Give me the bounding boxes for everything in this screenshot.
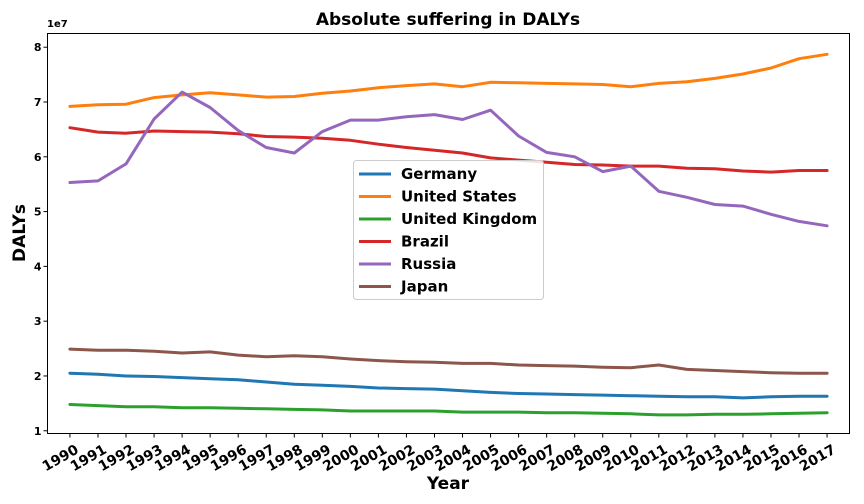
legend-label: Germany — [401, 165, 477, 183]
y-tick-label: 8 — [34, 41, 42, 54]
legend-box — [353, 160, 544, 300]
series-line-germany — [68, 371, 829, 400]
y-axis-label: DALYs — [10, 204, 30, 262]
chart-title: Absolute suffering in DALYs — [316, 10, 580, 30]
y-tick-label: 2 — [34, 370, 42, 383]
legend-label: United Kingdom — [401, 210, 537, 228]
plot-frame — [47, 33, 850, 434]
y-tick-label: 6 — [34, 151, 42, 164]
y-offset-label: 1e7 — [47, 19, 68, 30]
y-tick-label: 7 — [34, 96, 42, 109]
y-tick-label: 1 — [34, 425, 42, 438]
x-axis-label: Year — [426, 474, 470, 494]
x-axis: 1990199119921993199419951996199719981999… — [40, 433, 839, 475]
legend-label: Russia — [401, 255, 456, 273]
y-tick-label: 5 — [34, 206, 42, 219]
y-axis: 1 2 3 4 5 6 7 8 — [34, 41, 48, 438]
legend-label: United States — [401, 188, 517, 206]
legend: Germany United States United Kingdom Brazil… — [353, 160, 544, 300]
legend-label: Brazil — [401, 233, 449, 251]
series-line-united-states — [68, 52, 829, 108]
series-lines — [68, 52, 829, 417]
series-line-russia — [68, 90, 829, 228]
series-line-united-kingdom — [68, 403, 829, 417]
series-line-brazil — [68, 126, 829, 174]
y-tick-label: 4 — [34, 260, 42, 273]
series-line-japan — [68, 347, 829, 375]
legend-label: Japan — [400, 278, 448, 296]
y-tick-label: 3 — [34, 315, 42, 328]
